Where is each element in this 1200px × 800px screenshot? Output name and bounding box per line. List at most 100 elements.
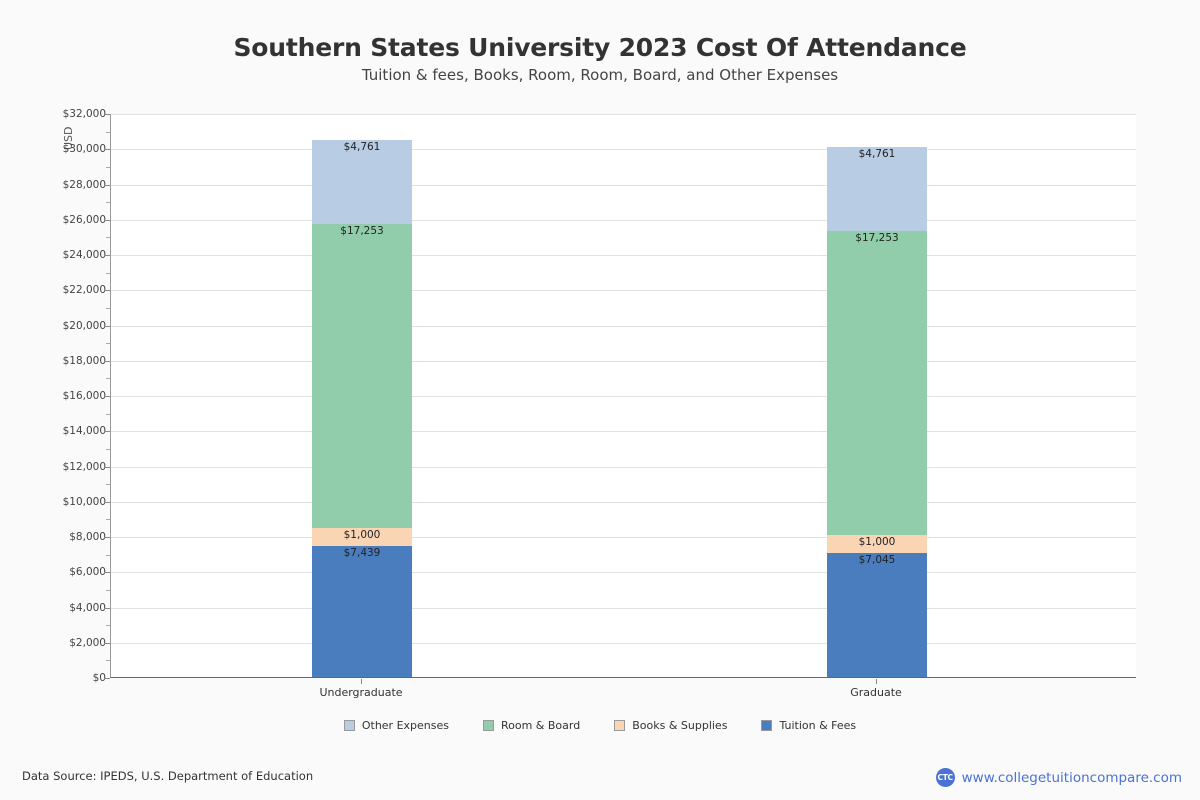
y-axis-tick-label: $24,000 [62,249,106,261]
y-axis-minor-tick [106,378,110,380]
legend-item[interactable]: Other Expenses [343,719,449,732]
y-axis-minor-tick [106,202,110,204]
legend-label: Books & Supplies [632,719,728,732]
bar-segment[interactable] [827,147,927,232]
y-axis-tick-label: $26,000 [62,213,106,226]
y-axis-minor-tick [106,272,110,274]
y-axis-tick-mark [104,572,110,574]
y-axis-tick-label: $20,000 [62,319,106,332]
legend-item[interactable]: Room & Board [482,719,581,732]
gridline [111,255,1136,256]
y-axis-tick-label: $2,000 [69,636,106,649]
gridline [111,325,1136,327]
x-axis-tick-label: Undergraduate [319,686,403,699]
y-axis-tick-label: $30,000 [62,143,106,156]
y-axis-tick-mark [104,149,110,151]
y-axis-minor-tick [106,166,110,168]
legend-swatch-icon [761,720,773,731]
bar-segment[interactable] [827,231,927,536]
y-axis-tick-mark [104,325,110,327]
page-title: Southern States University 2023 Cost Of … [233,33,967,62]
y-axis-tick-mark [104,290,110,292]
legend-swatch-icon [343,720,355,731]
y-axis-tick-mark [104,396,110,397]
gridline [111,501,1136,503]
y-axis-tick-label: $22,000 [62,284,106,297]
gridline [111,360,1136,362]
y-axis-tick-mark [104,219,110,221]
y-axis-tick-mark [104,255,110,256]
data-source-note: Data Source: IPEDS, U.S. Department of E… [22,769,314,783]
y-axis-tick-mark [104,184,110,186]
gridline [111,114,1136,115]
y-axis-tick-mark [104,678,110,679]
y-axis-tick-label: $0 [92,672,106,684]
gridline [111,219,1136,221]
y-axis-minor-tick [106,519,110,521]
legend-label: Tuition & Fees [779,719,857,732]
y-axis-tick-label: $12,000 [62,460,106,473]
y-axis-tick-label: $4,000 [69,601,106,614]
bar-segment[interactable] [312,224,412,529]
gridline [111,149,1136,151]
y-axis-tick-label: $10,000 [62,495,106,508]
y-axis-minor-tick [106,484,110,486]
y-axis-tick-label: $14,000 [62,425,106,438]
y-axis-minor-tick [106,307,110,309]
gridline [111,184,1136,186]
gridline [111,607,1136,609]
y-axis-tick-mark [104,501,110,503]
gridline [111,642,1136,644]
x-axis-tick-mark [361,679,362,684]
y-axis-minor-tick [106,343,110,345]
x-axis-tick-mark [876,679,877,684]
y-axis-tick-mark [104,537,110,538]
y-axis-tick-label: $32,000 [62,108,106,120]
chart-legend: Other Expenses Room & Board Books & Suppli… [0,719,1200,732]
bar-segment[interactable] [827,552,927,677]
gridline [111,396,1136,397]
y-axis-minor-tick [106,413,110,415]
bar-segment[interactable] [312,140,412,225]
y-axis-minor-tick [106,625,110,627]
gridline [111,572,1136,574]
ctc-logo-icon: CTC [935,768,955,787]
y-axis-tick-mark [104,466,110,468]
y-axis-minor-tick [106,660,110,662]
bar-segment[interactable] [312,545,412,677]
y-axis-tick-label: $16,000 [62,390,106,402]
y-axis-tick-label: $28,000 [62,178,106,191]
y-axis-tick-mark [104,642,110,644]
gridline [111,431,1136,433]
legend-swatch-icon [614,720,626,731]
legend-item[interactable]: Books & Supplies [614,719,727,732]
gridline [111,466,1136,468]
gridline [111,290,1136,292]
plot-area: $7,439 $1,000 $17,253 $4,761 $7,045 $1,000 $17… [110,114,1136,678]
legend-item[interactable]: Tuition & Fees [761,719,856,732]
y-axis-minor-tick [106,448,110,450]
y-axis-tick-label: $18,000 [62,354,106,367]
y-axis-tick-label: $8,000 [69,531,106,543]
legend-label: Other Expenses [361,719,449,732]
y-axis-tick-mark [104,607,110,609]
y-axis-minor-tick [106,554,110,556]
y-axis-minor-tick [106,131,110,133]
y-axis-minor-tick [106,237,110,239]
bar-segment[interactable] [827,535,927,553]
legend-label: Room & Board [500,719,581,732]
legend-swatch-icon [482,720,494,731]
gridline [111,678,1136,679]
y-axis-tick-mark [104,360,110,362]
brand-footer[interactable]: CTC www.collegetuitioncompare.com [935,768,1182,787]
y-axis-tick-mark [104,431,110,433]
y-axis-minor-tick [106,589,110,591]
gridline [111,537,1136,538]
y-axis-tick-mark [104,114,110,115]
brand-website-link[interactable]: www.collegetuitioncompare.com [961,769,1182,786]
y-axis-tick-label: $6,000 [69,566,106,579]
chart-subtitle: Tuition & fees, Books, Room, Room, Board… [361,66,839,84]
bar-segment[interactable] [312,528,412,546]
x-axis-tick-label: Graduate [850,686,902,699]
